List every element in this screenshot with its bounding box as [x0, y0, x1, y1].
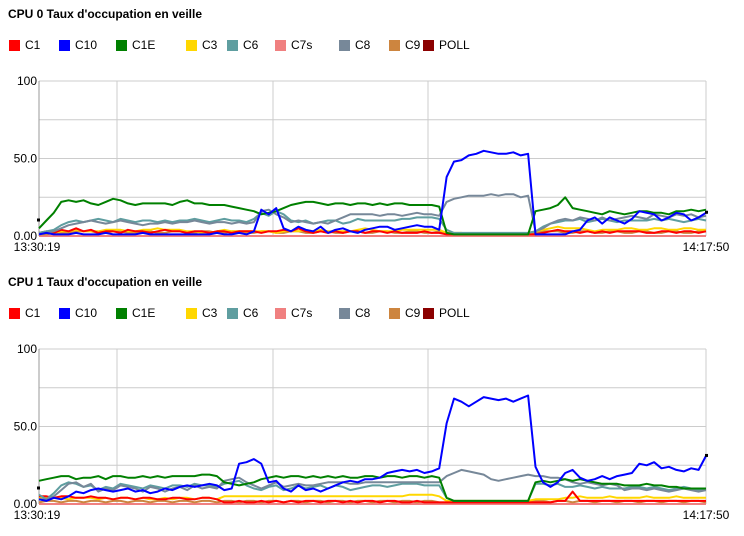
legend-swatch — [9, 40, 20, 51]
legend-swatch — [389, 40, 400, 51]
series-end-marker — [705, 453, 708, 457]
legend-label: C7s — [291, 38, 313, 52]
x-tick-label: 14:17:50 — [683, 240, 730, 254]
legend-swatch — [116, 308, 127, 319]
y-tick-label: 0.00 — [14, 229, 38, 243]
series-line-c1 — [38, 227, 707, 236]
series-line-c1e — [38, 196, 707, 236]
legend-label: C1E — [132, 306, 156, 320]
x-tick-label: 13:30:19 — [14, 240, 61, 254]
series-line-c6 — [38, 479, 707, 502]
legend-swatch — [339, 40, 350, 51]
series-end-marker — [705, 210, 708, 214]
legend-swatch — [186, 40, 197, 51]
legend-swatch — [227, 308, 238, 319]
legend-label: C3 — [202, 306, 218, 320]
y-tick-label: 50.0 — [14, 420, 38, 434]
legend-label: C1 — [25, 38, 41, 52]
legend-swatch — [275, 308, 286, 319]
legend-swatch — [9, 308, 20, 319]
legend-label: POLL — [439, 38, 470, 52]
legend-label: C6 — [243, 38, 259, 52]
x-tick-label: 13:30:19 — [14, 508, 61, 522]
y-tick-label: 100 — [17, 74, 37, 88]
legend-label: C1 — [25, 306, 41, 320]
legend-label: C10 — [75, 306, 98, 320]
legend-label: C10 — [75, 38, 98, 52]
chart-title: CPU 1 Taux d'occupation en veille — [8, 275, 203, 289]
series-end-marker — [37, 486, 40, 490]
legend-swatch — [59, 308, 70, 319]
chart-title: CPU 0 Taux d'occupation en veille — [8, 7, 203, 21]
legend-label: C7s — [291, 306, 313, 320]
x-tick-label: 14:17:50 — [683, 508, 730, 522]
legend-swatch — [59, 40, 70, 51]
y-tick-label: 50.0 — [14, 152, 38, 166]
legend-swatch — [339, 308, 350, 319]
series-line-c1 — [39, 490, 706, 504]
legend-swatch — [227, 40, 238, 51]
legend-label: C1E — [132, 38, 156, 52]
legend-label: C6 — [243, 306, 259, 320]
y-tick-label: 100 — [17, 342, 37, 356]
series-line-c8 — [39, 468, 707, 501]
legend-label: C9 — [405, 38, 421, 52]
y-tick-label: 0.00 — [14, 497, 38, 511]
series-end-marker — [37, 218, 40, 222]
legend-swatch — [423, 40, 434, 51]
series-line-c8 — [38, 193, 707, 236]
legend-swatch — [116, 40, 127, 51]
legend-swatch — [423, 308, 434, 319]
series-line-c10 — [38, 149, 707, 236]
legend-swatch — [275, 40, 286, 51]
cpu1-chart-panel: CPU 1 Taux d'occupation en veille C1 C10 C… — [0, 268, 744, 536]
legend-swatch — [389, 308, 400, 319]
legend-swatch — [186, 308, 197, 319]
series-line-c9 — [38, 499, 707, 504]
legend-label: POLL — [439, 306, 470, 320]
legend-label: C8 — [355, 306, 371, 320]
series-line-c1e — [38, 473, 706, 502]
legend-label: C9 — [405, 306, 421, 320]
series-line-c10 — [38, 394, 707, 502]
series-line-c3 — [39, 493, 706, 502]
series-line-c3 — [38, 225, 706, 236]
cpu0-chart-panel: CPU 0 Taux d'occupation en veille C1 C10 C… — [8, 7, 730, 254]
legend-label: C3 — [202, 38, 218, 52]
legend-label: C8 — [355, 38, 371, 52]
